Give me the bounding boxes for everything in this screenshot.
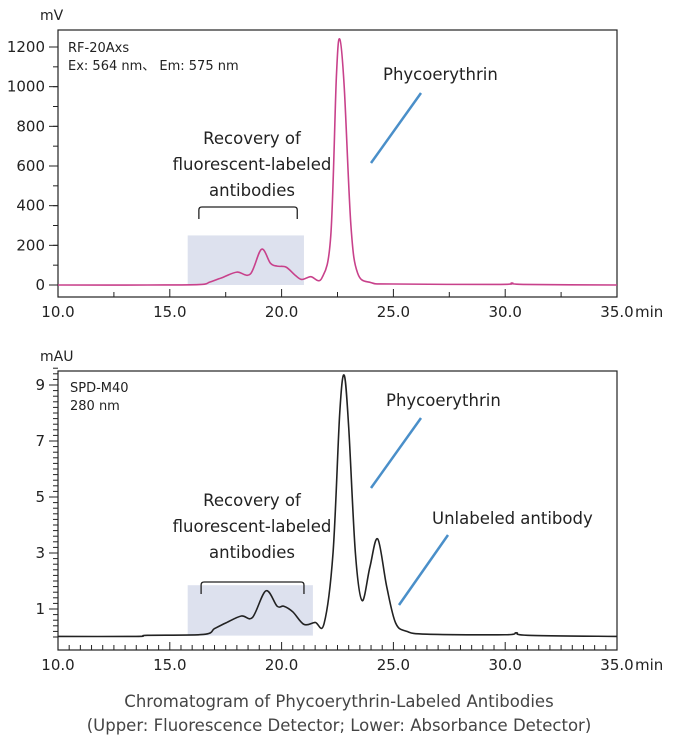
chart1-x-tick-label: 10.0	[41, 303, 74, 321]
chart1-x-unit: min	[635, 303, 663, 321]
chart2-region-bracket	[200, 581, 305, 594]
chart2-x-tick-label: 10.0	[41, 656, 74, 674]
chart2-peak-label: Phycoerythrin	[386, 391, 501, 410]
chart1-y-tick-label: 400	[16, 197, 45, 215]
chart2-x-tick-label: 30.0	[488, 656, 521, 674]
chart2-y-tick-label: 1	[35, 600, 45, 618]
chart2-x-tick-label: 15.0	[153, 656, 186, 674]
chart1-x-tick-label: 35.0	[600, 303, 633, 321]
chart2-x-tick-label: 25.0	[377, 656, 410, 674]
chart2-x-unit: min	[635, 656, 663, 674]
chart1-peak-label: Phycoerythrin	[383, 65, 498, 84]
chart2-region-label: Recovery of	[203, 491, 302, 510]
chart2-y-tick-label: 7	[35, 432, 45, 450]
chart1-x-tick-label: 15.0	[153, 303, 186, 321]
chart1-y-tick-label: 200	[16, 236, 45, 254]
chart1-chromatogram-trace	[57, 38, 618, 286]
chart2-x-tick-label: 20.0	[265, 656, 298, 674]
chart2-y-axis-unit: mAU	[40, 349, 73, 365]
chart2-recovery-region	[187, 585, 313, 636]
chart1-region-bracket	[198, 206, 298, 219]
chart1-x-tick-label: 25.0	[377, 303, 410, 321]
chart2-pointer-line	[397, 534, 450, 606]
chart2-pointer-line	[369, 417, 423, 489]
chart2-detector-label: SPD-M40	[70, 381, 129, 396]
chart2-x-tick-label: 35.0	[600, 656, 633, 674]
chart2-region-label: antibodies	[209, 543, 295, 562]
chart1-y-tick-label: 1200	[7, 38, 45, 56]
chart1-region-label: Recovery of	[203, 129, 302, 148]
chart1-detector-label: Ex: 564 nm、 Em: 575 nm	[68, 59, 239, 74]
chart1-x-tick-label: 30.0	[488, 303, 521, 321]
chart2-chromatogram-trace	[57, 374, 618, 638]
chart1-y-tick-label: 1000	[7, 78, 45, 96]
chart1-y-tick-label: 0	[35, 276, 45, 294]
chart1-y-tick-label: 800	[16, 117, 45, 135]
chart2-y-tick-label: 9	[35, 376, 45, 394]
chart2-region-label: fluorescent-labeled	[173, 517, 332, 536]
chart1-y-axis-unit: mV	[40, 8, 64, 24]
chart2-y-tick-label: 5	[35, 488, 45, 506]
caption-line1: Chromatogram of Phycoerythrin-Labeled An…	[124, 692, 554, 711]
chart2-peak-label: Unlabeled antibody	[432, 509, 593, 528]
chart1-region-label: fluorescent-labeled	[173, 155, 332, 174]
chart1-recovery-region	[187, 235, 304, 285]
chart2-y-tick-label: 3	[35, 544, 45, 562]
chart1-detector-label: RF-20Axs	[68, 41, 129, 56]
chart1-region-label: antibodies	[209, 181, 295, 200]
caption-line2: (Upper: Fluorescence Detector; Lower: Ab…	[86, 716, 592, 735]
chart1-x-tick-label: 20.0	[265, 303, 298, 321]
chart2-detector-label: 280 nm	[70, 399, 120, 414]
chart1-pointer-line	[369, 92, 423, 164]
chart1-y-tick-label: 600	[16, 157, 45, 175]
